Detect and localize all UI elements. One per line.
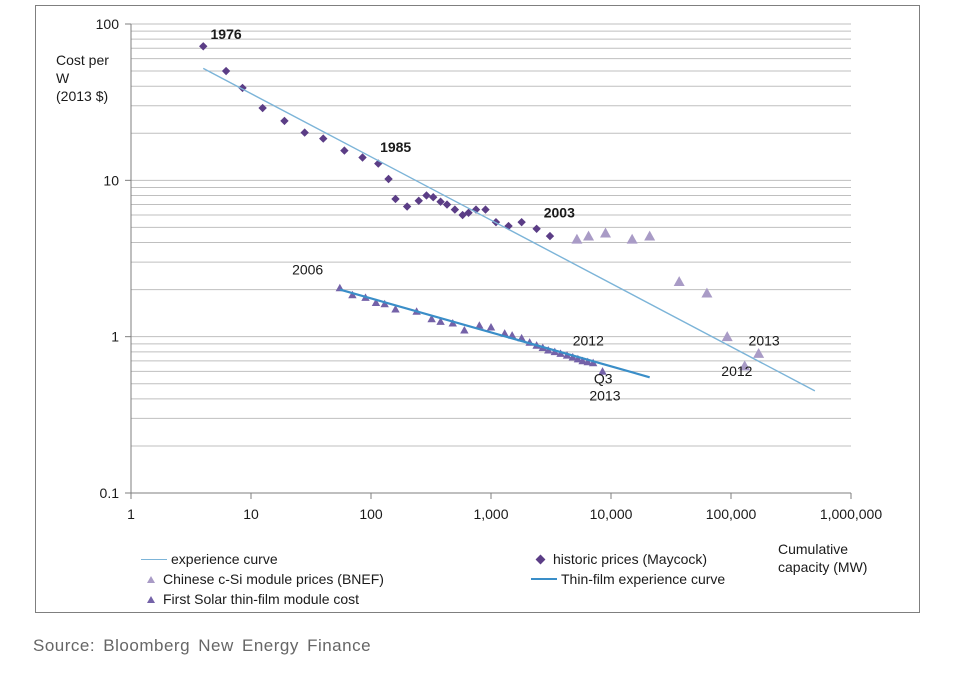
- historic-price-point: [258, 103, 267, 113]
- y-tick-label: 10: [103, 172, 119, 188]
- chinese-csi-price-point: [673, 276, 685, 287]
- annotation-label: 1985: [380, 139, 411, 155]
- legend-label: Thin-film experience curve: [561, 571, 726, 587]
- first-solar-cost-point: [460, 325, 469, 334]
- annotation-label: Q3: [594, 371, 613, 387]
- historic-price-point: [481, 205, 490, 214]
- chinese-csi-price-point: [626, 233, 638, 244]
- historic-price-point: [436, 197, 445, 206]
- historic-price-point: [422, 191, 431, 200]
- historic-price-point: [414, 196, 423, 205]
- chinese-csi-price-point: [583, 230, 595, 241]
- historic-price-point: [238, 83, 247, 93]
- chinese-csi-price-point: [571, 233, 583, 244]
- legend-triangle-swatch: [147, 575, 155, 583]
- historic-price-point: [545, 231, 555, 241]
- x-tick-label: 1,000,000: [820, 506, 882, 522]
- y-axis-label-line: Cost per: [56, 52, 109, 68]
- first-solar-cost-point: [573, 354, 583, 363]
- legend-item-experience-curve: experience curve: [141, 551, 278, 567]
- first-solar-cost-point: [544, 345, 553, 354]
- historic-price-point: [340, 146, 349, 155]
- annotation-label: 2012: [573, 332, 604, 348]
- historic-price-point: [429, 193, 438, 202]
- x-tick-label: 100: [359, 506, 383, 522]
- x-tick-label: 100,000: [706, 506, 757, 522]
- historic-price-point: [450, 205, 460, 214]
- experience-curve-line: [202, 67, 816, 392]
- y-tick-label: 100: [96, 16, 120, 32]
- legend-line-swatch: [141, 558, 167, 560]
- first-solar-cost-point: [583, 357, 592, 366]
- legend-label: First Solar thin-film module cost: [163, 591, 360, 607]
- legend-line-swatch: [531, 578, 557, 580]
- chinese-csi-price-point: [753, 348, 765, 358]
- historic-price-point: [221, 66, 231, 76]
- y-tick-label: 1: [111, 329, 119, 345]
- historic-price-point: [384, 174, 393, 184]
- legend-label: historic prices (Maycock): [553, 551, 708, 567]
- first-solar-cost-point: [475, 321, 484, 329]
- historic-price-point: [280, 116, 289, 126]
- y-axis-label-line: W: [56, 70, 70, 86]
- historic-price-point: [358, 153, 367, 162]
- annotation-label: 1976: [211, 26, 242, 42]
- first-solar-cost-point: [391, 304, 400, 313]
- chinese-csi-price-point: [600, 227, 612, 238]
- x-tick-label: 10: [243, 506, 259, 522]
- y-tick-label: 0.1: [100, 485, 120, 501]
- legend-diamond-swatch: [535, 554, 546, 564]
- legend-item-thinfilm-curve: Thin-film experience curve: [531, 571, 725, 587]
- historic-price-point: [458, 210, 467, 220]
- chinese-csi-price-point: [701, 287, 713, 298]
- x-tick-label: 1: [127, 506, 135, 522]
- historic-price-point: [300, 128, 309, 137]
- historic-price-point: [517, 217, 526, 227]
- legend-item-first-solar: First Solar thin-film module cost: [141, 591, 359, 607]
- annotation-label: 2006: [292, 261, 323, 277]
- first-solar-cost-point: [427, 314, 436, 323]
- chinese-csi-price-point: [739, 360, 751, 371]
- x-axis-label-line: capacity (MW): [778, 559, 867, 575]
- chart-frame: 100 10 1 0.1 1 10 100 1,000 10,000 100,000 1,000,0…: [35, 5, 920, 613]
- first-solar-cost-point: [598, 367, 607, 375]
- x-axis-label-line: Cumulative: [778, 541, 848, 557]
- historic-price-point: [532, 224, 541, 233]
- annotation-label: 2003: [544, 204, 575, 220]
- first-solar-cost-point: [380, 299, 389, 308]
- first-solar-cost-point: [578, 356, 587, 365]
- first-solar-cost-point: [568, 352, 577, 361]
- historic-price-point: [442, 200, 452, 209]
- y-axis-label-line: (2013 $): [56, 88, 108, 104]
- legend-label: experience curve: [171, 551, 278, 567]
- legend-item-historic: historic prices (Maycock): [531, 551, 707, 567]
- first-solar-cost-point: [436, 317, 445, 325]
- legend-label: Chinese c-Si module prices (BNEF): [163, 571, 384, 587]
- x-tick-label: 1,000: [473, 506, 508, 522]
- first-solar-cost-point: [348, 290, 357, 299]
- source-note: Source: Bloomberg New Energy Finance: [33, 636, 372, 655]
- x-tick-label: 10,000: [590, 506, 633, 522]
- first-solar-cost-point: [588, 358, 598, 367]
- first-solar-cost-point: [371, 298, 381, 307]
- legend-item-chinese-csi: Chinese c-Si module prices (BNEF): [141, 571, 384, 587]
- historic-price-point: [464, 208, 473, 217]
- historic-price-point: [391, 194, 400, 204]
- legend-triangle-swatch: [147, 595, 155, 603]
- first-solar-cost-point: [448, 318, 457, 327]
- chart-plot: 100 10 1 0.1 1 10 100 1,000 10,000 100,000 1,000,0…: [56, 16, 882, 575]
- annotation-label: 2013: [749, 332, 780, 348]
- first-solar-cost-point: [486, 322, 496, 331]
- historic-price-point: [319, 134, 328, 143]
- historic-price-point: [199, 42, 208, 51]
- thin-film-experience-curve: [339, 288, 650, 379]
- chinese-csi-price-point: [644, 230, 656, 241]
- historic-price-point: [402, 202, 412, 211]
- annotation-label: 2012: [721, 363, 752, 379]
- historic-price-point: [504, 221, 513, 231]
- annotation-label: 2013: [589, 388, 620, 404]
- chinese-csi-price-point: [721, 331, 733, 342]
